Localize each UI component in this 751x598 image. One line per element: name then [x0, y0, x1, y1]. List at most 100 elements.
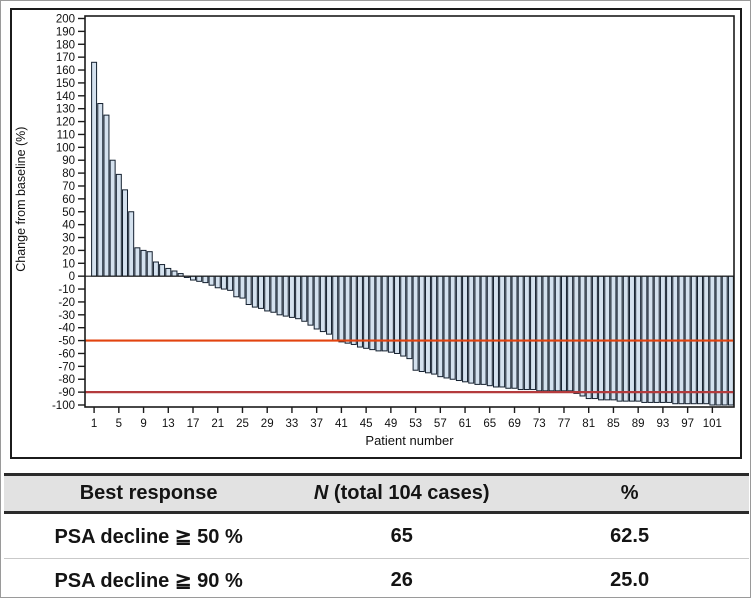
- x-axis-label: Patient number: [365, 433, 454, 448]
- x-tick-label: 101: [703, 418, 722, 430]
- patient-bar: [282, 275, 289, 317]
- y-tick-label: 130: [56, 104, 75, 116]
- patient-bar: [356, 275, 363, 348]
- y-tick-label: 50: [62, 207, 75, 219]
- patient-bar: [165, 267, 172, 277]
- patient-bar: [295, 275, 302, 320]
- patient-bar: [567, 275, 574, 392]
- y-axis-label: Change from baseline (%): [14, 127, 28, 272]
- patient-bar: [146, 251, 153, 277]
- header-percent: %: [510, 473, 749, 514]
- patient-bar: [647, 275, 654, 403]
- x-tick-label: 57: [434, 418, 447, 430]
- patient-bar: [369, 275, 376, 351]
- patient-bar: [579, 275, 586, 397]
- patient-bar: [258, 275, 265, 309]
- y-tick-label: 190: [56, 26, 75, 38]
- y-tick-label: -60: [58, 348, 75, 360]
- y-tick-label: -90: [58, 387, 75, 399]
- y-tick-label: 40: [62, 220, 75, 232]
- patient-bar: [326, 275, 333, 335]
- x-tick-label: 29: [261, 418, 274, 430]
- y-tick-label: 120: [56, 117, 75, 129]
- patient-bar: [554, 275, 561, 392]
- patient-bar: [97, 103, 104, 277]
- patient-bar: [604, 275, 611, 401]
- patient-bar: [288, 275, 295, 318]
- patient-bar: [455, 275, 462, 382]
- y-tick-label: 80: [62, 168, 75, 180]
- patient-bar: [122, 189, 128, 277]
- y-tick-label: -100: [52, 400, 75, 412]
- patient-bar: [406, 275, 413, 360]
- row-label: PSA decline ≧ 90 %: [4, 558, 294, 597]
- patient-bar: [152, 261, 159, 277]
- row-n-value: 26: [293, 558, 511, 597]
- patient-bar: [424, 275, 431, 374]
- y-tick-label: 110: [57, 129, 75, 141]
- patient-bar: [91, 61, 98, 277]
- patient-bar: [239, 275, 246, 299]
- patient-bar: [394, 275, 401, 354]
- patient-bar: [208, 275, 215, 286]
- patient-bar: [548, 275, 555, 392]
- patient-bar: [301, 275, 308, 322]
- patient-bar: [319, 275, 326, 333]
- patient-bar: [159, 264, 166, 277]
- patient-bar: [251, 275, 258, 308]
- patient-bar: [227, 275, 234, 291]
- row-label: PSA decline ≧ 50 %: [4, 512, 294, 559]
- response-table: Best response N (total 104 cases) % PSA …: [4, 473, 749, 597]
- patient-bar: [616, 275, 623, 402]
- patient-bar: [530, 275, 537, 391]
- patient-bar: [270, 275, 277, 313]
- patient-bar: [437, 275, 444, 378]
- patient-bar: [214, 275, 221, 289]
- patient-bar: [140, 249, 147, 277]
- patient-bar: [622, 275, 629, 402]
- x-tick-label: 65: [483, 418, 496, 430]
- patient-bar: [363, 275, 370, 349]
- y-tick-label: 100: [56, 142, 75, 154]
- patient-bar: [400, 275, 407, 357]
- x-tick-label: 85: [607, 418, 620, 430]
- patient-bar: [276, 275, 283, 316]
- x-tick-label: 69: [508, 418, 521, 430]
- patient-bar: [659, 275, 666, 403]
- y-tick-label: 30: [62, 233, 75, 245]
- y-tick-label: -10: [58, 284, 75, 296]
- patient-bar: [511, 275, 518, 389]
- patient-bar: [350, 275, 357, 345]
- patient-bar: [628, 275, 635, 402]
- patient-bar: [418, 275, 425, 373]
- table-row: PSA decline ≧ 90 % 26 25.0: [4, 558, 749, 597]
- y-tick-label: 70: [62, 181, 75, 193]
- patient-bar: [202, 275, 209, 284]
- patient-bar: [109, 159, 116, 277]
- table-header-row: Best response N (total 104 cases) %: [4, 473, 749, 514]
- header-n-rest: (total 104 cases): [328, 482, 490, 504]
- x-tick-label: 77: [558, 418, 571, 430]
- patient-bar: [480, 275, 487, 385]
- y-tick-label: -20: [58, 297, 75, 309]
- y-tick-label: 200: [56, 14, 75, 26]
- patient-bar: [196, 275, 203, 282]
- patient-bar: [542, 275, 549, 392]
- x-tick-label: 9: [140, 418, 146, 430]
- patient-bar: [245, 275, 252, 306]
- patient-bar: [585, 275, 592, 400]
- y-tick-label: -40: [58, 323, 75, 335]
- x-tick-label: 49: [384, 418, 397, 430]
- x-tick-label: 17: [187, 418, 200, 430]
- patient-bar: [499, 275, 506, 388]
- x-tick-label: 37: [310, 418, 323, 430]
- x-tick-label: 61: [459, 418, 472, 430]
- patient-bar: [468, 275, 475, 384]
- patient-bar: [486, 275, 493, 387]
- patient-bar: [560, 275, 567, 392]
- y-tick-label: 20: [62, 245, 75, 257]
- x-tick-label: 81: [582, 418, 595, 430]
- patient-bar: [313, 275, 320, 330]
- x-tick-label: 93: [657, 418, 670, 430]
- patient-bar: [128, 211, 135, 277]
